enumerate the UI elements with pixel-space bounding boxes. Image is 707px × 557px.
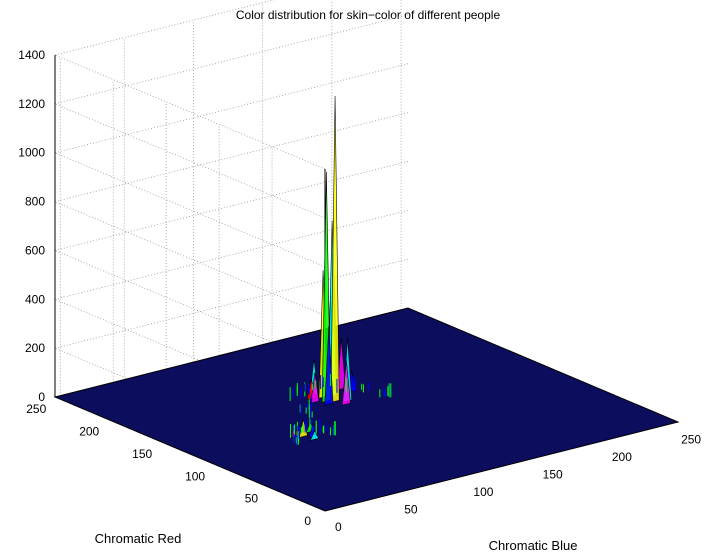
grid-line	[54, 103, 326, 219]
chart-title: Color distribution for skin−color of dif…	[236, 8, 501, 22]
grid-line	[54, 201, 326, 316]
grid-line	[54, 258, 409, 349]
z-tick-label: 1400	[18, 48, 45, 62]
ticks-layer: 0200400600800100012001400050100150200250…	[18, 48, 701, 534]
grid-line	[54, 14, 409, 105]
z-tick-label: 200	[25, 341, 45, 355]
x-tick-label: 50	[404, 503, 418, 517]
x-tick-label: 150	[543, 468, 563, 482]
y-tick-label: 200	[79, 425, 99, 439]
z-tick-label: 1200	[18, 97, 45, 111]
grid-line	[54, 152, 326, 268]
x-tick-label: 250	[681, 433, 701, 447]
peaks-layer	[289, 95, 392, 446]
z-tick-label: 1000	[18, 146, 45, 160]
z-tick-label: 600	[25, 243, 45, 257]
grid-line	[54, 161, 409, 251]
peak-mark	[336, 337, 346, 391]
z-tick-label: 400	[25, 292, 45, 306]
y-tick-label: 50	[245, 492, 259, 506]
x-tick-label: 0	[335, 520, 342, 534]
y-tick-label: 150	[132, 447, 152, 461]
z-tick-label: 800	[25, 195, 45, 209]
grid-line	[54, 63, 409, 154]
peak-mark	[330, 95, 340, 403]
y-tick-label: 0	[304, 514, 311, 528]
surface-floor	[53, 307, 680, 512]
x-tick-label: 100	[473, 485, 493, 499]
peak-mark	[309, 430, 320, 441]
y-axis-label: Chromatic Red	[95, 531, 182, 546]
y-tick-label: 100	[185, 469, 205, 483]
x-tick-label: 200	[612, 450, 632, 464]
y-tick-label: 250	[26, 402, 46, 416]
grid-line	[54, 209, 409, 300]
z-tick-label: 0	[38, 390, 45, 404]
x-axis-label: Chromatic Blue	[489, 538, 578, 553]
grid-line	[54, 54, 326, 170]
grid-line	[54, 112, 409, 202]
grid-line	[54, 0, 275, 56]
